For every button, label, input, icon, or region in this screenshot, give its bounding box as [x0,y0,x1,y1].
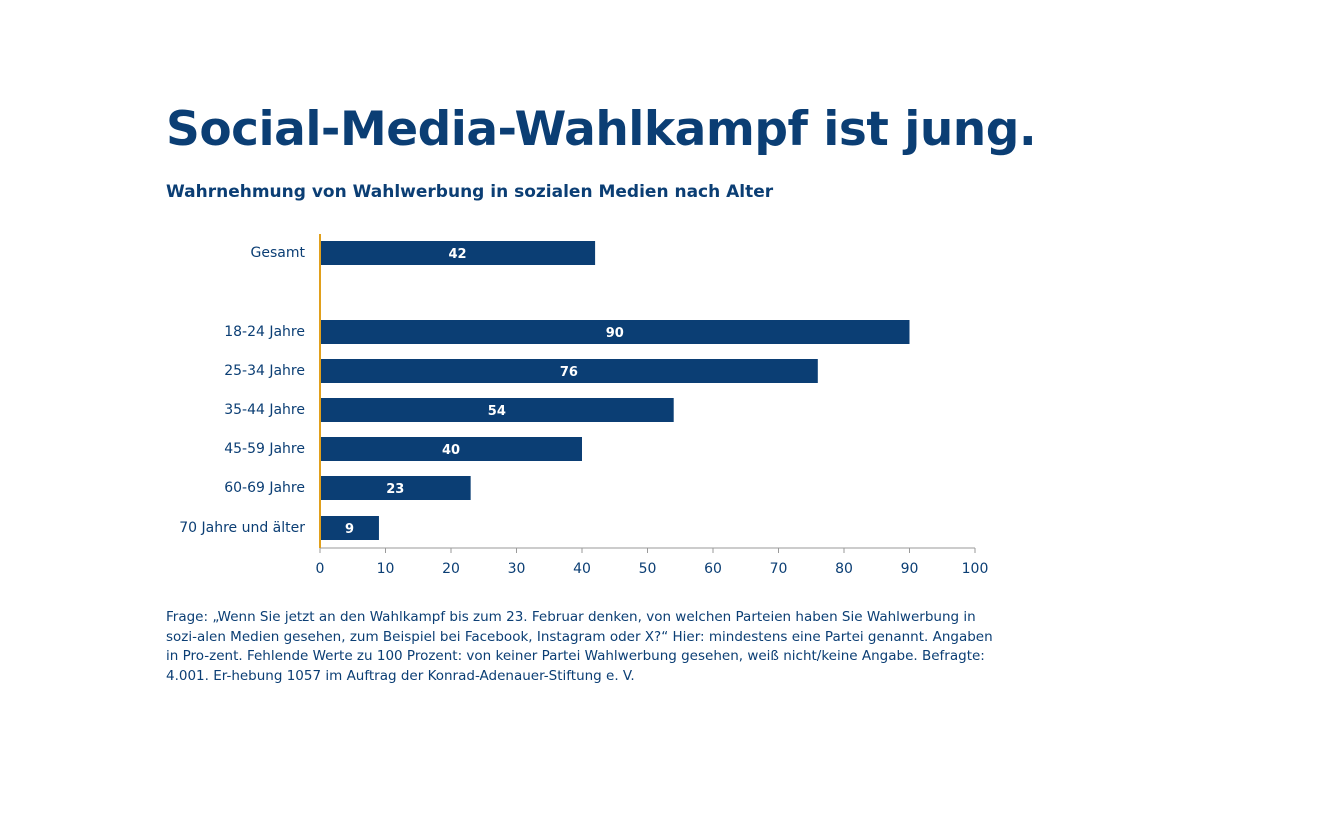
x-tick-label: 90 [901,561,919,577]
data-label: 76 [560,365,578,380]
x-tick-label: 40 [573,561,591,577]
bar [320,359,818,383]
data-label: 40 [442,443,460,458]
x-tick-label: 30 [508,561,526,577]
category-label: 18-24 Jahre [224,324,305,340]
category-label: Gesamt [251,245,306,261]
category-labels: Gesamt 18-24 Jahre 25-34 Jahre 35-44 Jahre 4… [179,245,305,536]
x-tick-label: 80 [835,561,853,577]
data-label: 42 [449,247,467,262]
data-label: 90 [606,326,624,341]
x-axis: 0 10 20 30 40 50 60 70 80 90 100 [316,234,989,577]
category-label: 60-69 Jahre [224,480,305,496]
bar [320,516,379,540]
bar [320,437,582,461]
data-label: 9 [345,522,354,537]
category-label: 45-59 Jahre [224,441,305,457]
x-tick-label: 70 [770,561,788,577]
bar [320,241,596,265]
x-tick-label: 10 [377,561,395,577]
x-tick-label: 100 [962,561,989,577]
footnote: Frage: „Wenn Sie jetzt an den Wahlkampf … [166,609,993,684]
category-label: 25-34 Jahre [224,363,305,379]
bar [320,398,674,422]
page-title: Social-Media-Wahlkampf ist jung. [166,102,1037,157]
chart-subtitle: Wahrnehmung von Wahlwerbung in sozialen … [166,182,774,202]
bars-layer: 42 90 76 54 40 23 9 [320,241,910,540]
data-label: 54 [488,404,506,419]
category-label: 70 Jahre und älter [179,520,305,536]
bar [320,320,910,344]
category-label: 35-44 Jahre [224,402,305,418]
bar-chart: 42 90 76 54 40 23 9 Gesamt 18-24 Jahre 25-34 Jah… [179,234,989,577]
bar [320,476,471,500]
x-tick-label: 0 [316,561,325,577]
x-tick-label: 20 [442,561,460,577]
data-label: 23 [386,482,404,497]
x-tick-label: 60 [704,561,722,577]
x-tick-label: 50 [639,561,657,577]
